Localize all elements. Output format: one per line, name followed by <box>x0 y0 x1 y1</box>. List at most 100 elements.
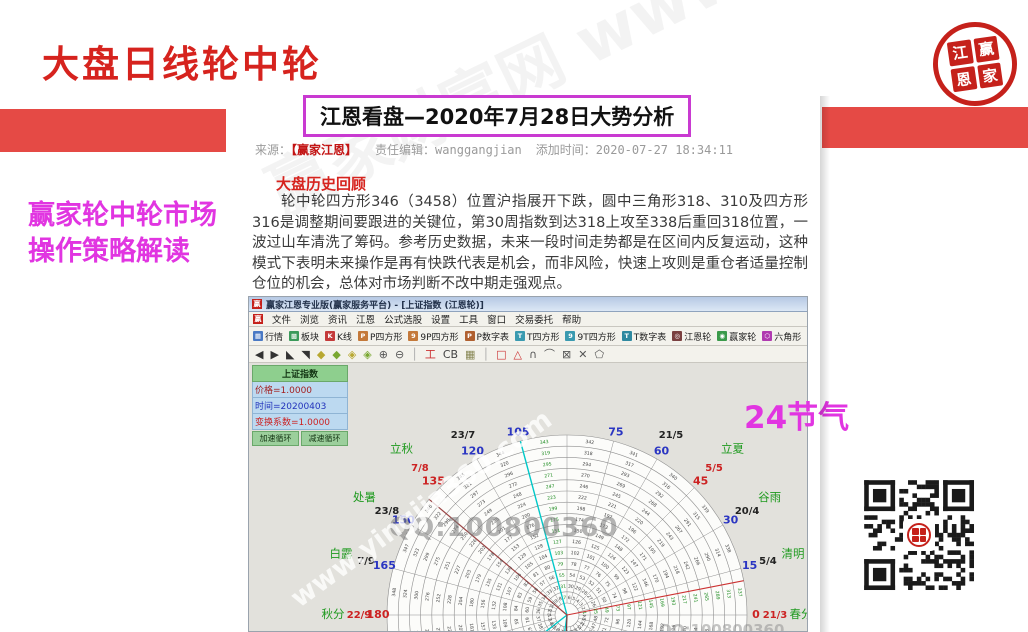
draw-tool-4[interactable]: ◆ <box>316 347 326 361</box>
menu-item-2[interactable]: 资讯 <box>328 315 348 326</box>
svg-text:342: 342 <box>585 439 595 446</box>
draw-tool-11[interactable]: 工 <box>424 347 436 361</box>
menu-item-6[interactable]: 工具 <box>459 315 479 326</box>
svg-text:33: 33 <box>546 588 554 596</box>
draw-tool-18[interactable]: ⌒ <box>544 347 556 361</box>
svg-text:2: 2 <box>580 606 587 611</box>
draw-tool-19[interactable]: ⊠ <box>562 347 572 361</box>
quote-panel: 上证指数 价格=1.0000 时间=20200403 变换系数=1.0000 加… <box>252 365 348 446</box>
source-value[interactable]: 【赢家江恩】 <box>291 143 358 157</box>
svg-text:316: 316 <box>661 481 672 491</box>
svg-text:39: 39 <box>540 629 548 632</box>
toolbar-button-六角形[interactable]: ⬡ 六角形 <box>762 330 801 343</box>
svg-text:340: 340 <box>668 472 679 482</box>
toolbar-icon-7: 9 <box>565 331 576 341</box>
wheel-label-20/4: 20/4 <box>735 506 760 517</box>
window-titlebar[interactable]: 赢 赢家江恩专业版(赢家服务平台) - [上证指数 (江恩轮)] <box>249 297 807 312</box>
svg-text:55: 55 <box>559 572 566 579</box>
svg-text:172: 172 <box>620 534 631 544</box>
svg-text:250: 250 <box>460 531 470 542</box>
toolbar-button-行情[interactable]: ▦ 行情 <box>253 330 283 343</box>
quote-coefficient: 变换系数=1.0000 <box>252 414 348 430</box>
brand-seal-logo: 江赢恩家 <box>927 16 1023 112</box>
toolbar-button-赢家轮[interactable]: ◉ 赢家轮 <box>717 330 756 343</box>
wheel-label-立秋: 立秋 <box>390 442 413 456</box>
svg-text:204: 204 <box>458 596 465 606</box>
svg-text:151: 151 <box>551 528 561 535</box>
svg-text:346: 346 <box>424 504 434 515</box>
menu-item-4[interactable]: 公式选股 <box>384 315 423 326</box>
svg-text:201: 201 <box>497 525 508 535</box>
svg-text:20: 20 <box>570 628 578 632</box>
draw-tool-3[interactable]: ◥ <box>301 347 310 361</box>
svg-text:79: 79 <box>557 561 564 568</box>
toolbar-button-9T四方形[interactable]: 9 9T四方形 <box>565 330 616 343</box>
draw-tool-20[interactable]: ✕ <box>578 347 588 361</box>
svg-text:271: 271 <box>544 472 554 479</box>
svg-text:31: 31 <box>560 584 567 591</box>
svg-text:275: 275 <box>433 556 442 566</box>
draw-tool-8[interactable]: ⊕ <box>378 347 388 361</box>
toolbar-button-9P四方形[interactable]: 9 9P四方形 <box>408 330 459 343</box>
svg-text:317: 317 <box>624 460 634 469</box>
toolbar-button-K线[interactable]: K K线 <box>325 330 352 343</box>
draw-tool-13[interactable]: ▦ <box>465 347 476 361</box>
toolbar-button-赢家服务[interactable]: $赢家服务 <box>807 330 808 343</box>
toolbar-button-T数字表[interactable]: T T数字表 <box>621 330 666 343</box>
svg-text:196: 196 <box>627 525 638 535</box>
svg-text:3: 3 <box>577 602 584 608</box>
menu-item-3[interactable]: 江恩 <box>356 315 376 326</box>
svg-text:7: 7 <box>563 595 567 601</box>
menu-item-8[interactable]: 交易委托 <box>515 315 554 326</box>
menu-item-1[interactable]: 浏览 <box>300 315 320 326</box>
draw-tool-21[interactable]: ⬠ <box>594 347 605 361</box>
svg-text:60: 60 <box>524 607 531 614</box>
toolbar-icon-12: $ <box>807 331 808 341</box>
draw-tool-17[interactable]: ∩ <box>528 347 538 361</box>
drawing-toolbar: ◀ ▶ ◣ ◥ ◆ ◆ ◈ ◈ ⊕ ⊖ │ 工 CB ▦ │ □ △ ∩ ⌒ ⊠ ✕ ⬠ <box>249 346 807 363</box>
chart-area: 上证指数 价格=1.0000 时间=20200403 变换系数=1.0000 加… <box>249 363 808 632</box>
menu-item-0[interactable]: 文件 <box>272 315 292 326</box>
wheel-label-7/9: 7/9 <box>357 556 375 567</box>
svg-text:156: 156 <box>480 599 487 609</box>
svg-text:133: 133 <box>490 620 497 630</box>
draw-tool-2[interactable]: ◣ <box>285 347 295 361</box>
draw-tool-16[interactable]: △ <box>513 347 522 361</box>
draw-tool-12[interactable]: CB <box>442 347 459 361</box>
time-value: 2020-07-27 18:34:11 <box>595 143 734 157</box>
svg-text:347: 347 <box>402 543 411 553</box>
toolbar-button-P四方形[interactable]: P P四方形 <box>357 330 402 343</box>
svg-text:129: 129 <box>517 552 528 562</box>
wheel-label-谷雨: 谷雨 <box>758 490 781 504</box>
menu-item-5[interactable]: 设置 <box>431 315 451 326</box>
svg-text:80: 80 <box>544 564 552 572</box>
draw-tool-0[interactable]: ◀ <box>255 347 264 361</box>
draw-tool-6[interactable]: ◈ <box>347 347 357 361</box>
toolbar-button-江恩轮[interactable]: ◎ 江恩轮 <box>672 330 711 343</box>
menu-item-7[interactable]: 窗口 <box>487 315 507 326</box>
svg-text:200: 200 <box>521 512 531 521</box>
wheel-label-30: 30 <box>723 514 739 527</box>
gann-software-window: 赢 赢家江恩专业版(赢家服务平台) - [上证指数 (江恩轮)] 赢 文件 浏览资… <box>248 296 808 632</box>
wheel-label-0: 0 <box>752 608 760 621</box>
menu-item-9[interactable]: 帮助 <box>562 315 582 326</box>
toolbar-button-T四方形[interactable]: T T四方形 <box>514 330 559 343</box>
svg-text:146: 146 <box>640 577 649 587</box>
draw-tool-1[interactable]: ▶ <box>270 347 279 361</box>
toolbar-button-P数字表[interactable]: P P数字表 <box>464 330 509 343</box>
svg-text:243: 243 <box>664 531 674 542</box>
draw-tool-7[interactable]: ◈ <box>363 347 372 361</box>
gann-wheel-chart[interactable]: 1234567891011121314151617181920212223242… <box>249 363 808 632</box>
wheel-label-21/5: 21/5 <box>659 430 684 441</box>
svg-text:77: 77 <box>583 564 591 572</box>
toolbar-button-板块[interactable]: ▩ 板块 <box>289 330 319 343</box>
svg-text:16: 16 <box>552 625 560 632</box>
cycle-right-button[interactable]: 减速循环 <box>301 431 348 446</box>
svg-text:225: 225 <box>490 516 501 526</box>
svg-text:145: 145 <box>647 599 654 609</box>
draw-tool-5[interactable]: ◆ <box>332 347 341 361</box>
draw-tool-15[interactable]: □ <box>496 347 507 361</box>
cycle-left-button[interactable]: 加速循环 <box>252 431 299 446</box>
wheel-label-7/8: 7/8 <box>411 463 429 474</box>
draw-tool-9[interactable]: ⊖ <box>394 347 405 361</box>
